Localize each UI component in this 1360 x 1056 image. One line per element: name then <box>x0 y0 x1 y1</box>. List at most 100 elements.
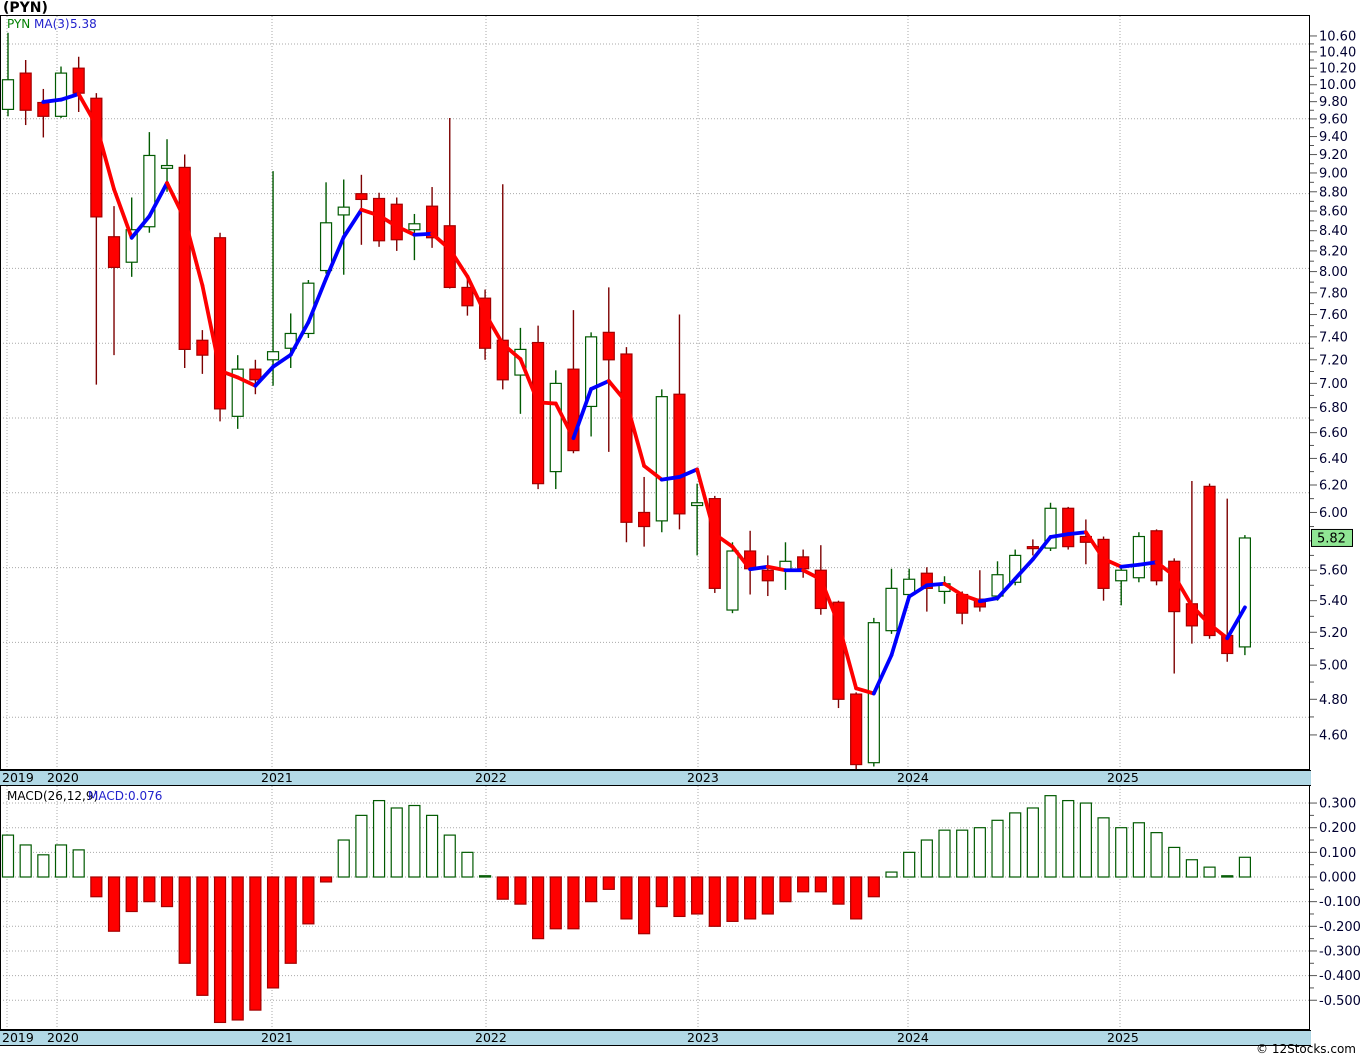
x-axis-band-bottom: 2019 2020 2021 2022 2023 2024 2025 <box>0 1030 1311 1046</box>
candle-body <box>196 339 209 356</box>
candle-body <box>1150 530 1163 582</box>
price-tick-label: 8.60 <box>1319 205 1348 220</box>
macd-bar <box>90 876 103 898</box>
macd-bar <box>514 876 527 905</box>
macd-bar <box>37 854 50 878</box>
year-label: 2019 <box>2 770 34 785</box>
candle-body <box>1026 546 1039 550</box>
macd-bar <box>779 876 792 903</box>
year-label: 2021 <box>261 1030 293 1045</box>
candle-body <box>885 587 898 632</box>
macd-bar <box>991 819 1004 878</box>
candle-body <box>850 693 863 766</box>
legend-ma-label: MA(3) <box>34 17 70 31</box>
macd-bar <box>266 876 280 989</box>
candle-body <box>691 502 704 507</box>
macd-bar <box>1185 859 1198 878</box>
year-label: 2020 <box>47 1030 79 1045</box>
candle-body <box>567 368 580 452</box>
macd-bar <box>531 876 545 940</box>
candle-body <box>1009 554 1022 583</box>
macd-bar <box>249 876 262 1011</box>
price-tick-label: 9.00 <box>1319 166 1348 181</box>
price-tick-label: 5.60 <box>1319 564 1348 579</box>
price-tick-label: 5.20 <box>1319 626 1348 641</box>
price-tick-label: 10.40 <box>1319 45 1356 60</box>
price-tick-label: 9.80 <box>1319 95 1348 110</box>
macd-bar <box>691 876 704 915</box>
macd-tick-label: 0.100 <box>1319 846 1356 861</box>
macd-bar <box>143 876 156 903</box>
macd-gridlines <box>0 786 1310 1029</box>
macd-bar <box>638 876 651 935</box>
macd-bar <box>284 876 297 964</box>
price-tick-label: 7.40 <box>1319 330 1348 345</box>
price-tick-label: 6.20 <box>1319 479 1348 494</box>
price-tick-label: 5.40 <box>1319 594 1348 609</box>
macd-tick-label: -0.200 <box>1319 920 1360 935</box>
candle-body <box>355 193 368 201</box>
copyright: © 12Stocks.com <box>1256 1042 1356 1056</box>
macd-tick-label: 0.200 <box>1319 821 1356 836</box>
macd-bar <box>390 807 403 878</box>
macd-bar <box>1044 795 1057 878</box>
candle-body <box>107 236 121 269</box>
legend-ma-value: 5.38 <box>70 17 97 31</box>
svg-text:5.82: 5.82 <box>1317 531 1346 546</box>
macd-bar <box>1115 827 1128 878</box>
price-tick-label: 7.00 <box>1319 377 1348 392</box>
macd-bar <box>1079 802 1092 878</box>
macd-bar <box>319 876 333 883</box>
macd-bar <box>850 876 863 920</box>
macd-bar <box>814 876 827 893</box>
candle-body <box>160 164 174 169</box>
macd-bar <box>903 851 916 878</box>
price-tick-label: 7.80 <box>1319 286 1348 301</box>
candle-body <box>797 556 810 570</box>
macd-bar <box>1026 807 1039 878</box>
candle-body <box>549 382 562 473</box>
price-tick-label: 8.40 <box>1319 224 1348 239</box>
macd-bar <box>973 827 986 878</box>
candle-body <box>178 166 191 351</box>
macd-bar <box>1097 817 1110 878</box>
macd-bar <box>655 876 668 908</box>
macd-bar <box>1150 832 1163 878</box>
macd-bar <box>1203 866 1216 878</box>
price-tick-label: 6.60 <box>1319 426 1348 441</box>
candle-body <box>337 206 350 216</box>
macd-bar <box>425 814 439 878</box>
macd-bar <box>567 876 580 930</box>
macd-bar <box>885 871 898 878</box>
macd-bar <box>867 876 880 898</box>
macd-bar <box>1 834 15 878</box>
price-tick-label: 8.80 <box>1319 185 1348 200</box>
price-tick-label: 10.00 <box>1319 78 1356 93</box>
candle-body <box>249 368 262 381</box>
macd-bar <box>355 814 368 878</box>
candle-body <box>638 511 651 528</box>
candle-body <box>585 336 598 408</box>
macd-tick-label: 0.000 <box>1319 871 1356 886</box>
candle-body <box>531 341 545 485</box>
candle-body <box>1168 560 1181 613</box>
macd-bar <box>408 804 421 878</box>
year-label: 2024 <box>897 1030 929 1045</box>
candle-body <box>602 331 615 361</box>
page-title: (PYN) <box>3 0 48 16</box>
candle-body <box>1062 507 1075 548</box>
macd-tick-label: -0.400 <box>1319 969 1360 984</box>
macd-bar <box>461 851 474 878</box>
price-tick-label: 6.00 <box>1319 506 1348 521</box>
candle-body <box>1044 507 1057 549</box>
year-label: 2020 <box>47 770 79 785</box>
candle-body <box>90 97 103 218</box>
macd-axis: 0.300 0.200 0.100 0.000 -0.100 -0.200 -0.300 -0… <box>1310 797 1360 1009</box>
year-label: 2019 <box>2 1030 34 1045</box>
candle-body <box>408 223 421 231</box>
macd-bar <box>372 799 386 878</box>
macd-bar <box>549 876 562 930</box>
price-tick-label: 8.00 <box>1319 265 1348 280</box>
